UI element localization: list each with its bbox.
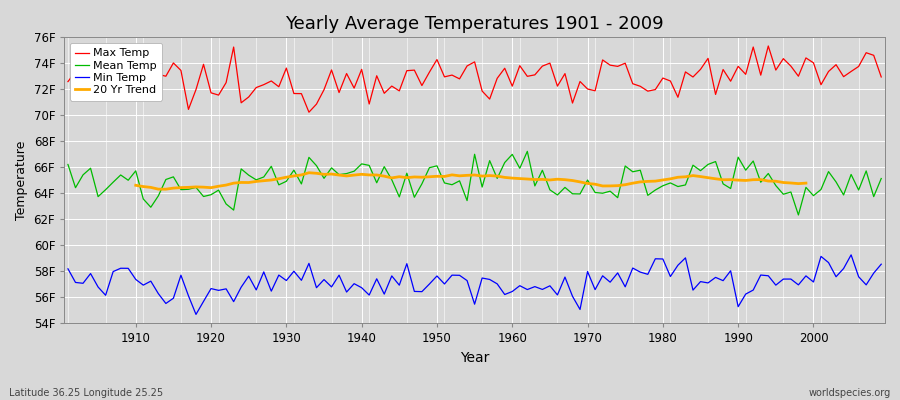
20 Yr Trend [786, 180, 796, 185]
20 Yr Trend [800, 181, 811, 186]
Min Temp [605, 280, 616, 284]
Min Temp [63, 266, 74, 271]
Mean Temp [289, 168, 300, 172]
Min Temp [515, 283, 526, 288]
Mean Temp [522, 149, 533, 154]
Mean Temp [63, 162, 74, 167]
Min Temp [191, 312, 202, 317]
20 Yr Trend [348, 173, 359, 178]
Mean Temp [122, 178, 133, 183]
Max Temp [289, 91, 300, 96]
Y-axis label: Temperature: Temperature [15, 141, 28, 220]
Max Temp [303, 110, 314, 114]
20 Yr Trend [612, 183, 623, 188]
Max Temp [122, 62, 133, 67]
Max Temp [515, 63, 526, 68]
Mean Temp [876, 176, 886, 181]
Line: 20 Yr Trend: 20 Yr Trend [136, 173, 806, 189]
X-axis label: Year: Year [460, 351, 490, 365]
Line: Min Temp: Min Temp [68, 255, 881, 314]
Mean Temp [605, 189, 616, 194]
Mean Temp [500, 160, 510, 165]
Line: Max Temp: Max Temp [68, 46, 881, 112]
20 Yr Trend [130, 183, 141, 188]
20 Yr Trend [229, 181, 239, 186]
Max Temp [507, 84, 517, 88]
20 Yr Trend [703, 175, 714, 180]
Min Temp [846, 252, 857, 257]
Max Temp [341, 71, 352, 76]
Min Temp [122, 266, 133, 271]
Mean Temp [507, 152, 517, 157]
Min Temp [507, 289, 517, 294]
Mean Temp [793, 212, 804, 217]
20 Yr Trend [160, 187, 171, 192]
20 Yr Trend [303, 170, 314, 175]
Text: Latitude 36.25 Longitude 25.25: Latitude 36.25 Longitude 25.25 [9, 388, 163, 398]
Min Temp [296, 278, 307, 283]
Line: Mean Temp: Mean Temp [68, 151, 881, 215]
Max Temp [605, 63, 616, 68]
Max Temp [63, 79, 74, 84]
Text: worldspecies.org: worldspecies.org [809, 388, 891, 398]
Mean Temp [334, 172, 345, 177]
Min Temp [341, 290, 352, 294]
Max Temp [763, 44, 774, 48]
Legend: Max Temp, Mean Temp, Min Temp, 20 Yr Trend: Max Temp, Mean Temp, Min Temp, 20 Yr Tre… [70, 43, 162, 101]
Max Temp [876, 74, 886, 79]
20 Yr Trend [717, 177, 728, 182]
Title: Yearly Average Temperatures 1901 - 2009: Yearly Average Temperatures 1901 - 2009 [285, 15, 664, 33]
Min Temp [876, 262, 886, 266]
